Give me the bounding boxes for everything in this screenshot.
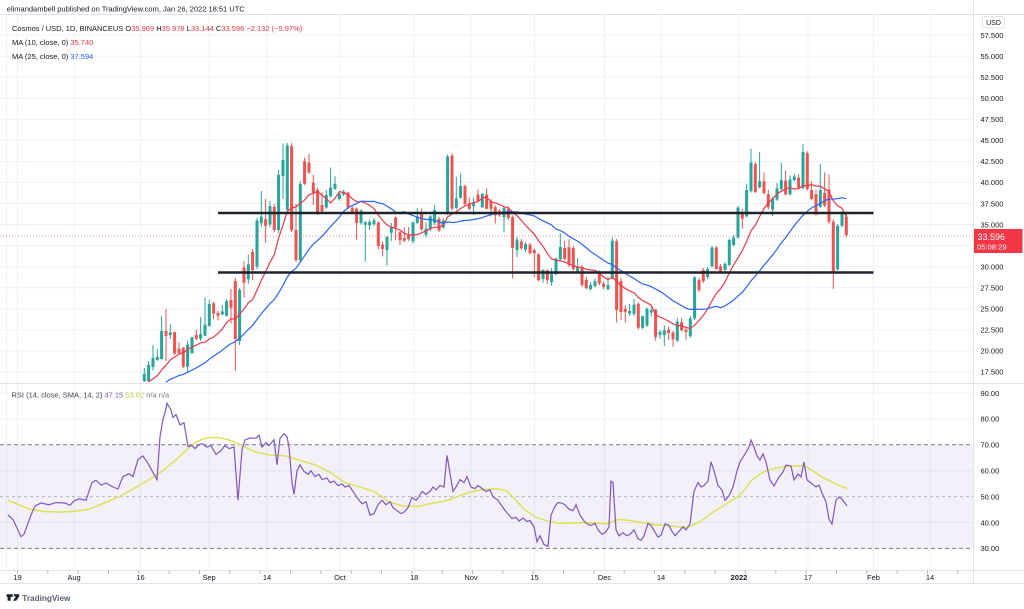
- svg-text:Oct: Oct: [334, 573, 347, 582]
- svg-text:16: 16: [136, 573, 144, 582]
- svg-text:RSI (14, close, SMA, 14, 2) 47: RSI (14, close, SMA, 14, 2) 47.15 53.02 …: [12, 391, 170, 400]
- svg-text:17: 17: [804, 573, 812, 582]
- svg-text:35.000: 35.000: [981, 220, 1004, 229]
- svg-text:Feb: Feb: [867, 573, 880, 582]
- svg-text:45.000: 45.000: [981, 136, 1004, 145]
- svg-text:Sep: Sep: [202, 573, 215, 582]
- svg-text:52.500: 52.500: [981, 73, 1004, 82]
- svg-text:40.00: 40.00: [981, 518, 1000, 527]
- svg-text:Nov: Nov: [464, 573, 478, 582]
- svg-text:27.500: 27.500: [981, 284, 1004, 293]
- svg-text:22.500: 22.500: [981, 326, 1004, 335]
- svg-text:25.000: 25.000: [981, 305, 1004, 314]
- svg-text:USD: USD: [986, 20, 1001, 27]
- svg-text:18: 18: [410, 573, 418, 582]
- svg-text:55.000: 55.000: [981, 52, 1004, 61]
- svg-text:MA (10, close, 0) 35.740: MA (10, close, 0) 35.740: [12, 38, 93, 47]
- svg-text:30.000: 30.000: [981, 263, 1004, 272]
- svg-text:30.00: 30.00: [981, 544, 1000, 553]
- svg-text:37.500: 37.500: [981, 199, 1004, 208]
- svg-text:TradingView: TradingView: [22, 594, 71, 603]
- svg-text:47.500: 47.500: [981, 115, 1004, 124]
- svg-text:33.596: 33.596: [978, 232, 1006, 242]
- svg-text:70.00: 70.00: [981, 441, 1000, 450]
- svg-text:MA (25, close, 0) 37.594: MA (25, close, 0) 37.594: [12, 52, 93, 61]
- svg-text:57.500: 57.500: [981, 31, 1004, 40]
- svg-text:80.00: 80.00: [981, 415, 1000, 424]
- svg-text:05:08:29: 05:08:29: [977, 243, 1007, 252]
- svg-text:50.000: 50.000: [981, 94, 1004, 103]
- svg-text:90.00: 90.00: [981, 389, 1000, 398]
- svg-text:15: 15: [530, 573, 538, 582]
- svg-text:60.00: 60.00: [981, 467, 1000, 476]
- svg-text:19: 19: [13, 573, 21, 582]
- svg-text:2022: 2022: [731, 573, 748, 582]
- svg-text:Cosmos / USD, 1D, BINANCEUS O3: Cosmos / USD, 1D, BINANCEUS O35.969 H35.…: [12, 24, 303, 33]
- svg-text:42.500: 42.500: [981, 157, 1004, 166]
- svg-text:40.000: 40.000: [981, 178, 1004, 187]
- svg-text:Dec: Dec: [598, 573, 612, 582]
- svg-text:17.500: 17.500: [981, 368, 1004, 377]
- svg-text:elimandambell published on Tra: elimandambell published on TradingView.c…: [7, 5, 246, 14]
- svg-text:14: 14: [657, 573, 665, 582]
- svg-text:14: 14: [926, 573, 934, 582]
- svg-text:Aug: Aug: [67, 573, 80, 582]
- svg-text:50.00: 50.00: [981, 492, 1000, 501]
- svg-text:20.000: 20.000: [981, 347, 1004, 356]
- svg-text:14: 14: [263, 573, 271, 582]
